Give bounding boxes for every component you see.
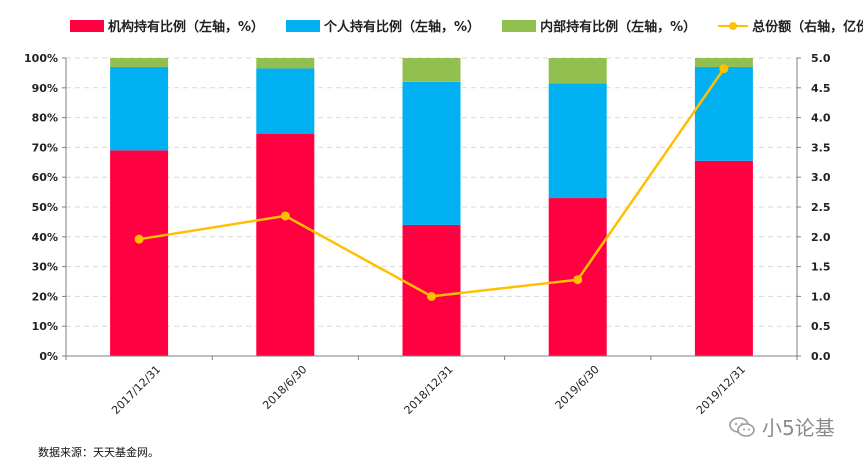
point-total-shares xyxy=(134,234,144,244)
bar-insider xyxy=(402,58,461,82)
legend-swatch-institution xyxy=(70,19,104,32)
point-total-shares xyxy=(719,64,729,74)
legend-swatch-total xyxy=(718,20,749,32)
source-note: 数据来源：天天基金网。 xyxy=(38,446,159,459)
bar-institution xyxy=(694,160,753,356)
bar-individual xyxy=(402,81,461,225)
bar-individual xyxy=(110,66,169,151)
bar-institution xyxy=(256,133,315,356)
y-right-tick-label: 5.0 xyxy=(811,52,831,65)
bar-insider xyxy=(110,58,169,67)
y-left-tick-label: 70% xyxy=(32,141,58,154)
y-right-tick-label: 0.0 xyxy=(811,350,831,363)
bar-individual xyxy=(256,68,315,134)
y-left-tick-label: 40% xyxy=(32,231,58,244)
bar-insider xyxy=(256,58,315,69)
bar-institution xyxy=(402,224,461,356)
legend-label-individual: 个人持有比例（左轴，%） xyxy=(324,20,481,35)
legend-item-institution: 机构持有比例（左轴，%） xyxy=(70,16,264,35)
point-total-shares xyxy=(427,291,436,301)
bar-insider xyxy=(694,58,753,67)
x-tick-label: 2018/12/31 xyxy=(402,363,456,417)
legend-label-institution: 机构持有比例（左轴，%） xyxy=(108,20,265,35)
y-left-tick-label: 10% xyxy=(32,320,58,333)
y-left-tick-label: 80% xyxy=(32,112,58,125)
bar-individual xyxy=(548,83,607,199)
bar-individual xyxy=(694,66,753,161)
wechat-icon xyxy=(729,416,755,437)
x-tick-label: 2018/6/30 xyxy=(260,363,309,412)
y-left-tick-label: 100% xyxy=(24,52,58,65)
x-tick-label: 2017/12/31 xyxy=(109,363,163,417)
legend-swatch-insider xyxy=(502,19,537,32)
y-right-tick-label: 2.0 xyxy=(811,231,831,244)
y-left-tick-label: 90% xyxy=(32,82,58,95)
y-right-tick-label: 3.5 xyxy=(811,141,831,154)
y-left-tick-label: 60% xyxy=(32,171,58,184)
bar-institution xyxy=(110,150,169,356)
x-tick-label: 2019/12/31 xyxy=(694,363,748,417)
y-right-tick-label: 4.0 xyxy=(811,112,831,125)
y-left-tick-label: 20% xyxy=(32,290,58,303)
legend-label-total: 总份额（右轴，亿份） xyxy=(752,20,863,35)
y-right-tick-label: 0.5 xyxy=(811,320,831,333)
y-right-tick-label: 3.0 xyxy=(811,171,831,184)
y-right-tick-label: 2.5 xyxy=(811,201,831,214)
watermark-text: 小5论基 xyxy=(762,416,835,440)
legend-item-individual: 个人持有比例（左轴，%） xyxy=(286,16,480,35)
y-left-tick-label: 0% xyxy=(39,350,58,363)
legend-item-total: 总份额（右轴，亿份） xyxy=(718,16,863,35)
y-right-tick-label: 4.5 xyxy=(811,82,831,95)
legend: 机构持有比例（左轴，%） 个人持有比例（左轴，%） 内部持有比例（左轴，%） 总… xyxy=(70,16,863,35)
legend-item-insider: 内部持有比例（左轴，%） xyxy=(502,16,696,35)
bar-insider xyxy=(548,58,607,84)
point-total-shares xyxy=(280,211,290,221)
x-tick-label: 2019/6/30 xyxy=(553,363,602,412)
y-right-tick-label: 1.0 xyxy=(811,290,831,303)
y-right-tick-label: 1.5 xyxy=(811,261,831,274)
y-left-tick-label: 50% xyxy=(32,201,58,214)
legend-label-insider: 内部持有比例（左轴，%） xyxy=(540,20,697,35)
legend-swatch-individual xyxy=(286,19,321,32)
point-total-shares xyxy=(573,275,583,285)
watermark: 小5论基 xyxy=(728,412,835,441)
y-left-tick-label: 30% xyxy=(32,261,58,274)
